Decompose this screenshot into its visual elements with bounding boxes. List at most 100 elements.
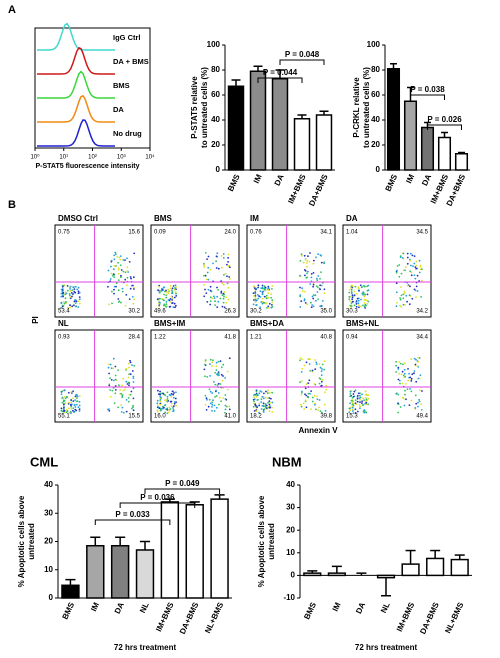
event-dot bbox=[419, 374, 422, 377]
event-dot bbox=[170, 295, 173, 298]
event-dot bbox=[109, 278, 112, 280]
event-dot bbox=[203, 264, 205, 267]
p-value: P = 0.036 bbox=[140, 493, 175, 502]
event-dot bbox=[307, 396, 310, 399]
event-dot bbox=[405, 383, 407, 385]
plot-frame bbox=[246, 329, 336, 423]
event-dot bbox=[221, 379, 224, 382]
event-dot bbox=[132, 397, 135, 400]
quadrant-percent: 26.3 bbox=[224, 309, 236, 315]
event-dot bbox=[123, 411, 125, 414]
event-dot bbox=[107, 285, 109, 288]
event-dot bbox=[224, 404, 227, 407]
event-dot bbox=[315, 361, 318, 364]
event-dot bbox=[69, 403, 72, 406]
y-tick-label: 10 bbox=[286, 548, 295, 557]
event-dot bbox=[217, 289, 220, 291]
event-dot bbox=[350, 289, 353, 291]
event-dot bbox=[226, 275, 228, 278]
event-dot bbox=[126, 270, 129, 273]
event-dot bbox=[111, 274, 114, 277]
event-dot bbox=[115, 265, 117, 267]
event-dot bbox=[117, 369, 119, 371]
event-dot bbox=[356, 400, 359, 403]
event-dot bbox=[222, 297, 225, 300]
event-dot bbox=[60, 302, 63, 305]
event-dot bbox=[116, 256, 119, 258]
event-dot bbox=[263, 285, 266, 287]
event-dot bbox=[413, 370, 416, 372]
event-dot bbox=[355, 303, 358, 305]
p-value: P = 0.033 bbox=[115, 510, 150, 519]
event-dot bbox=[170, 405, 173, 408]
event-dot bbox=[224, 408, 227, 411]
event-dot bbox=[360, 305, 362, 308]
event-dot bbox=[418, 259, 421, 262]
event-dot bbox=[263, 392, 265, 395]
event-dot bbox=[124, 388, 126, 391]
event-dot bbox=[398, 379, 401, 382]
quadrant-percent: 15.3 bbox=[346, 414, 358, 420]
event-dot bbox=[62, 408, 65, 410]
event-dot bbox=[263, 408, 266, 411]
event-dot bbox=[413, 274, 416, 277]
event-dot bbox=[312, 262, 315, 265]
event-dot bbox=[167, 299, 170, 301]
event-dot bbox=[222, 301, 225, 304]
event-dot bbox=[175, 391, 177, 394]
event-dot bbox=[60, 397, 63, 400]
event-dot bbox=[69, 296, 71, 298]
event-dot bbox=[299, 306, 302, 308]
event-dot bbox=[359, 407, 361, 410]
event-dot bbox=[172, 407, 174, 409]
event-dot bbox=[398, 372, 401, 375]
x-tick-label: IM bbox=[331, 601, 343, 613]
event-dot bbox=[224, 411, 226, 414]
event-dot bbox=[410, 380, 413, 382]
event-dot bbox=[62, 305, 65, 307]
event-dot bbox=[66, 285, 69, 287]
event-dot bbox=[400, 294, 403, 297]
event-dot bbox=[107, 366, 110, 369]
event-dot bbox=[308, 260, 311, 263]
significance-bracket bbox=[427, 124, 462, 130]
event-dot bbox=[399, 297, 401, 299]
event-dot bbox=[359, 405, 361, 408]
event-dot bbox=[265, 302, 267, 305]
event-dot bbox=[110, 272, 113, 275]
x-tick-label: 10³ bbox=[117, 155, 126, 161]
event-dot bbox=[261, 395, 264, 398]
event-dot bbox=[131, 407, 133, 410]
event-dot bbox=[66, 289, 69, 292]
event-dot bbox=[70, 401, 73, 404]
event-dot bbox=[355, 403, 358, 406]
p-value: P = 0.044 bbox=[263, 68, 298, 77]
y-tick-label: -10 bbox=[283, 593, 295, 602]
event-dot bbox=[261, 405, 264, 407]
event-dot bbox=[170, 395, 173, 398]
event-dot bbox=[271, 285, 274, 287]
event-dot bbox=[258, 404, 261, 407]
event-dot bbox=[133, 252, 136, 255]
event-dot bbox=[166, 407, 169, 410]
event-dot bbox=[257, 294, 259, 296]
event-dot bbox=[108, 372, 110, 375]
event-dot bbox=[259, 290, 262, 293]
x-tick-label: NL+BMS bbox=[203, 600, 225, 634]
event-dot bbox=[400, 373, 403, 376]
event-dot bbox=[348, 411, 351, 414]
event-dot bbox=[113, 402, 116, 404]
event-dot bbox=[71, 305, 74, 308]
event-dot bbox=[318, 363, 321, 365]
event-dot bbox=[418, 280, 420, 282]
event-dot bbox=[72, 292, 75, 295]
event-dot bbox=[118, 256, 121, 259]
event-dot bbox=[350, 399, 353, 402]
event-dot bbox=[174, 284, 177, 287]
event-dot bbox=[171, 292, 173, 295]
event-dot bbox=[351, 406, 354, 409]
event-dot bbox=[164, 411, 167, 414]
event-dot bbox=[268, 391, 271, 394]
event-dot bbox=[214, 371, 217, 374]
event-dot bbox=[68, 293, 71, 295]
